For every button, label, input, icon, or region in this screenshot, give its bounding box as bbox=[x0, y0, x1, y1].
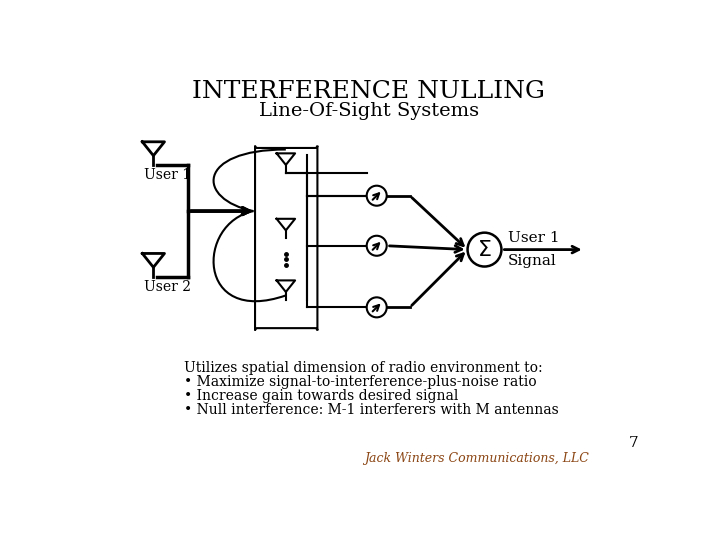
Text: Jack Winters Communications, LLC: Jack Winters Communications, LLC bbox=[364, 452, 589, 465]
Text: User 2: User 2 bbox=[144, 280, 192, 294]
Text: Utilizes spatial dimension of radio environment to:: Utilizes spatial dimension of radio envi… bbox=[184, 361, 543, 375]
Text: Line-Of-Sight Systems: Line-Of-Sight Systems bbox=[259, 102, 479, 120]
Text: • Increase gain towards desired signal: • Increase gain towards desired signal bbox=[184, 389, 459, 403]
Text: INTERFERENCE NULLING: INTERFERENCE NULLING bbox=[192, 80, 546, 103]
Circle shape bbox=[366, 186, 387, 206]
Text: User 1: User 1 bbox=[508, 231, 559, 245]
Circle shape bbox=[366, 298, 387, 318]
Text: User 1: User 1 bbox=[144, 168, 192, 183]
Text: $\Sigma$: $\Sigma$ bbox=[477, 239, 492, 261]
Circle shape bbox=[366, 236, 387, 256]
Text: • Maximize signal-to-interference-plus-noise ratio: • Maximize signal-to-interference-plus-n… bbox=[184, 375, 537, 389]
Text: Signal: Signal bbox=[508, 254, 557, 268]
Text: 7: 7 bbox=[629, 436, 639, 450]
Circle shape bbox=[467, 233, 501, 267]
Text: • Null interference: M-1 interferers with M antennas: • Null interference: M-1 interferers wit… bbox=[184, 403, 559, 417]
